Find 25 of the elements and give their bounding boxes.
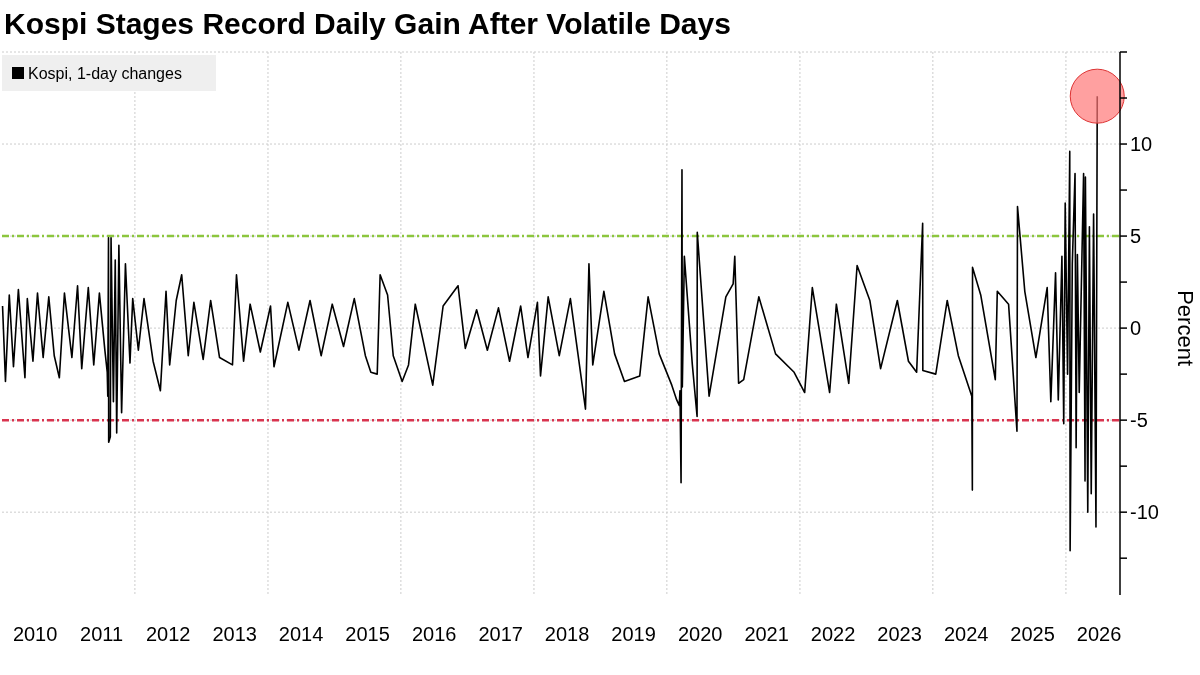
x-tick-label: 2017 [478,623,523,645]
x-tick-label: 2021 [744,623,789,645]
chart-title: Kospi Stages Record Daily Gain After Volatile Days [4,7,731,40]
x-tick-label: 2022 [810,623,856,645]
y-tick-label: 0 [1130,317,1142,340]
x-tick-label: 2014 [278,623,324,645]
y-tick-label: -5 [1130,409,1148,432]
y-axis-title: Percent [1173,290,1198,367]
y-tick-label: 5 [1130,225,1142,248]
x-tick-label: 2026 [1076,623,1122,645]
x-tick-label: 2019 [611,623,656,645]
y-tick-label: -10 [1130,501,1159,524]
x-tick-label: 2012 [145,623,191,645]
x-tick-label: 2024 [943,623,989,645]
x-tick-label: 2015 [345,623,390,645]
x-tick-label: 2016 [411,623,457,645]
y-tick-label: 10 [1130,133,1153,156]
x-tick-label: 2018 [544,623,590,645]
x-tick-label: 2010 [12,623,58,645]
x-tick-label: 2011 [80,623,124,645]
x-tick-label: 2023 [877,623,922,645]
x-tick-label: 2020 [677,623,723,645]
x-tick-label: 2013 [212,623,257,645]
legend-label: Kospi, 1-day changes [28,64,182,82]
x-tick-label: 2025 [1010,623,1055,645]
